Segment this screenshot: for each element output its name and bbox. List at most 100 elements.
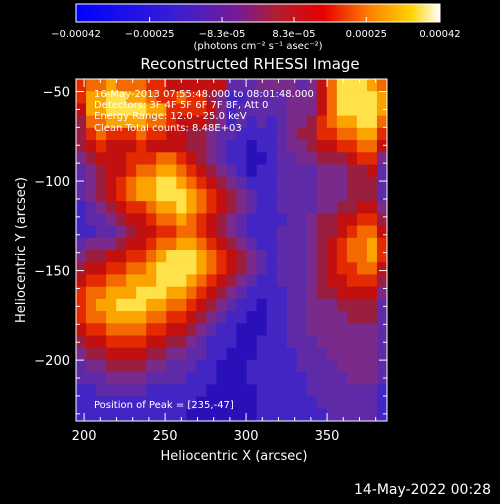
heatmap-cell	[276, 140, 288, 153]
heatmap-cell	[156, 164, 167, 178]
heatmap-cell	[376, 298, 387, 312]
heatmap-cell	[126, 237, 137, 251]
heatmap-cell	[166, 127, 177, 141]
heatmap-cell	[116, 311, 127, 324]
heatmap-cell	[76, 115, 87, 129]
heatmap-cell	[296, 127, 308, 141]
heatmap-cell	[346, 164, 358, 178]
annotation-clean-counts: Clean Total counts: 8.48E+03	[94, 123, 242, 134]
heatmap-cell	[96, 176, 107, 190]
heatmap-cell	[196, 127, 208, 141]
heatmap-cell	[136, 188, 147, 202]
heatmap-cell	[366, 359, 378, 373]
heatmap-cell	[196, 250, 208, 263]
heatmap-cell	[116, 225, 127, 239]
heatmap-cell	[266, 262, 278, 276]
heatmap-cell	[276, 237, 288, 251]
heatmap-cell	[196, 152, 208, 166]
colorbar-tick-label: −0.00042	[51, 29, 101, 40]
heatmap-cell	[356, 335, 368, 349]
heatmap-cell	[166, 237, 177, 251]
heatmap-cell	[306, 359, 318, 373]
heatmap-cell	[76, 286, 87, 300]
heatmap-cell	[216, 335, 228, 349]
heatmap-cell	[136, 323, 147, 337]
heatmap-cell	[276, 152, 288, 166]
heatmap-cell	[76, 250, 87, 263]
heatmap-cell	[226, 323, 238, 337]
heatmap-cell	[246, 396, 258, 410]
heatmap-cell	[246, 237, 258, 251]
heatmap-cell	[336, 115, 348, 129]
heatmap-cell	[366, 115, 378, 129]
heatmap-cell	[366, 176, 378, 190]
heatmap-cell	[86, 298, 97, 312]
heatmap-cell	[76, 213, 87, 227]
heatmap-cell	[356, 127, 368, 141]
heatmap-cell	[256, 237, 268, 251]
heatmap-cell	[136, 152, 147, 166]
heatmap-cell	[216, 323, 228, 337]
heatmap-cell	[86, 188, 97, 202]
heatmap-cell	[346, 286, 358, 300]
heatmap-cell	[106, 140, 117, 153]
heatmap-cell	[236, 164, 248, 178]
heatmap-cell	[296, 384, 308, 398]
heatmap-cell	[76, 408, 87, 421]
heatmap-cell	[136, 384, 147, 398]
heatmap-cell	[106, 274, 117, 288]
heatmap-cell	[186, 335, 197, 349]
heatmap-cell	[176, 79, 187, 92]
heatmap-cell	[336, 311, 348, 324]
heatmap-cell	[366, 152, 378, 166]
heatmap-cell	[146, 262, 157, 276]
heatmap-cell	[346, 384, 358, 398]
heatmap-cell	[156, 372, 167, 385]
heatmap-cell	[176, 323, 187, 337]
heatmap-cell	[256, 225, 268, 239]
heatmap-cell	[186, 262, 197, 276]
heatmap-cell	[336, 213, 348, 227]
heatmap-cell	[256, 298, 268, 312]
heatmap-cell	[156, 103, 167, 117]
heatmap-cell	[346, 335, 358, 349]
heatmap-cell	[176, 176, 187, 190]
heatmap-cell	[116, 237, 127, 251]
heatmap-cell	[126, 188, 137, 202]
heatmap-cell	[126, 201, 137, 214]
heatmap-cell	[156, 79, 167, 92]
heatmap-cell	[86, 311, 97, 324]
heatmap-cell	[116, 213, 127, 227]
heatmap-cell	[336, 274, 348, 288]
heatmap-cell	[366, 298, 378, 312]
heatmap-cell	[106, 250, 117, 263]
heatmap-cell	[276, 127, 288, 141]
heatmap-cell	[106, 115, 117, 129]
heatmap-cell	[306, 274, 318, 288]
heatmap-cell	[166, 140, 177, 153]
heatmap-cell	[336, 176, 348, 190]
heatmap-cell	[346, 188, 358, 202]
heatmap-cell	[266, 127, 278, 141]
heatmap-cell	[96, 372, 107, 385]
heatmap-cell	[256, 286, 268, 300]
heatmap-cell	[186, 286, 197, 300]
heatmap-cell	[366, 250, 378, 263]
heatmap-cell	[76, 176, 87, 190]
heatmap-cell	[326, 286, 338, 300]
heatmap-cell	[316, 164, 328, 178]
heatmap-cell	[346, 152, 358, 166]
heatmap-cell	[106, 201, 117, 214]
heatmap-cell	[106, 323, 117, 337]
heatmap-cell	[146, 286, 157, 300]
heatmap-cell	[146, 335, 157, 349]
heatmap-cell	[76, 372, 87, 385]
heatmap-cell	[186, 396, 197, 410]
heatmap-cell	[176, 262, 187, 276]
heatmap-cell	[216, 201, 228, 214]
heatmap-cell	[346, 201, 358, 214]
heatmap-cell	[96, 79, 107, 92]
heatmap-cell	[176, 286, 187, 300]
heatmap-cell	[156, 225, 167, 239]
heatmap-cell	[186, 103, 197, 117]
